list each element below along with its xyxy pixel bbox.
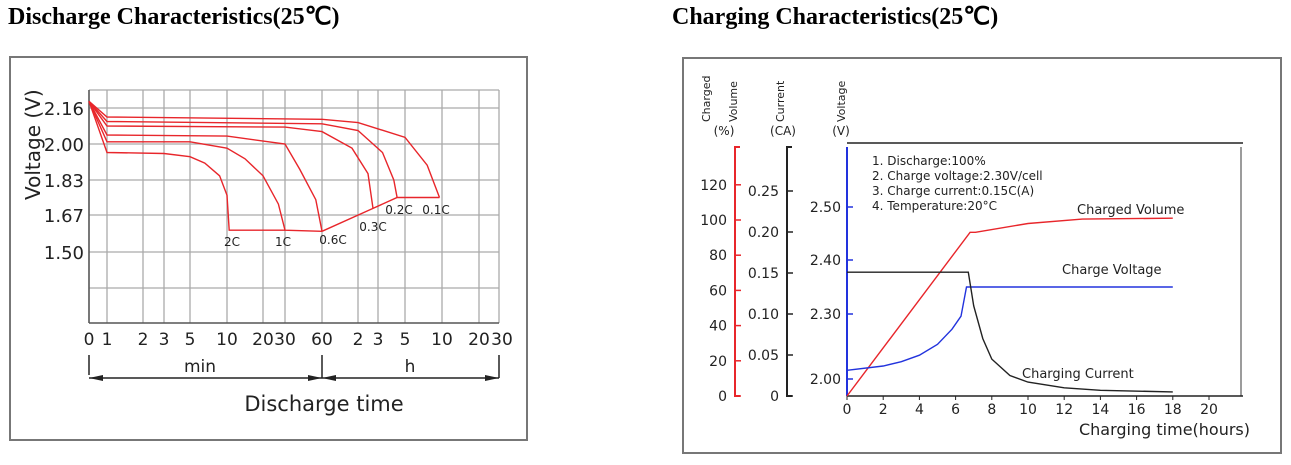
- x-tick-label: 2: [138, 330, 149, 350]
- unit-label-h: h: [405, 357, 416, 377]
- voltage-axis-title: Voltage: [835, 81, 848, 122]
- current-axis: [786, 146, 792, 397]
- volume-axis-unit: (%): [714, 124, 735, 138]
- chart-frame: [9, 56, 528, 441]
- volume-tick-label: 40: [709, 319, 727, 335]
- x-tick-label: 0: [84, 330, 95, 350]
- current-tick-label: 0.10: [748, 307, 779, 323]
- x-tick-label: 30: [491, 330, 513, 350]
- chart-frame: [682, 57, 1282, 454]
- current-tick-label: 0.20: [748, 225, 779, 241]
- x-tick-label: 10: [431, 330, 453, 350]
- x-tick-label: 3: [373, 330, 384, 350]
- y-tick-label: 2.16: [44, 99, 84, 120]
- x-tick-label: 12: [1055, 402, 1073, 418]
- x-tick-label: 30: [274, 330, 296, 350]
- voltage-tick-label: 2.30: [810, 307, 841, 323]
- series-label: Charged Volume: [1077, 203, 1184, 218]
- x-tick-label: 5: [400, 330, 411, 350]
- charging-title: Charging Characteristics(25℃): [672, 4, 999, 30]
- series-label: Charge Voltage: [1062, 263, 1162, 278]
- current-tick-label: 0.15: [748, 266, 779, 282]
- y-tick-label: 2.00: [44, 135, 84, 156]
- note-line: 1. Discharge:100%: [872, 154, 986, 168]
- x-tick-label: 14: [1091, 402, 1109, 418]
- y-tick-label: 1.67: [44, 206, 84, 227]
- unit-label-min: min: [184, 357, 216, 377]
- series-line-0_2C: [88, 100, 398, 198]
- x-tick-label: 2: [879, 402, 888, 418]
- x-tick-label: 1: [102, 330, 113, 350]
- series-label: 2C: [224, 235, 240, 249]
- x-tick-label: 20: [1200, 402, 1218, 418]
- voltage-tick-label: 2.50: [810, 200, 841, 216]
- x-tick-label: 18: [1164, 402, 1182, 418]
- series-line-0_6C: [88, 100, 323, 232]
- voltage-axis-unit: (V): [832, 124, 850, 138]
- x-tick-label: 2: [353, 330, 364, 350]
- series-label: 1C: [275, 235, 291, 249]
- volume-tick-label: 80: [709, 248, 727, 264]
- volume-tick-label: 20: [709, 354, 727, 370]
- series-line-charged-volume: [846, 217, 1173, 397]
- series-label: 0.1C: [422, 203, 449, 217]
- series-label: 0.6C: [319, 233, 346, 247]
- x-tick-label: 10: [1019, 402, 1037, 418]
- series-label: 0.3C: [359, 220, 386, 234]
- discharge-title: Discharge Characteristics(25℃): [8, 4, 340, 30]
- volume-tick-label: 0: [718, 389, 727, 405]
- y-axis-label: Voltage (V): [21, 89, 45, 200]
- x-axis-label: Charging time(hours): [1079, 420, 1250, 439]
- volume-axis-title2: Volume: [727, 81, 740, 122]
- x-tick-label: 20: [252, 330, 274, 350]
- series-line-0_3C: [88, 100, 374, 209]
- volume-tick-label: 60: [709, 283, 727, 299]
- current-tick-label: 0: [770, 389, 779, 405]
- x-tick-label: 6: [951, 402, 960, 418]
- y-tick-label: 1.83: [44, 171, 84, 192]
- current-tick-label: 0.25: [748, 184, 779, 200]
- current-axis-unit: (CA): [770, 124, 796, 138]
- y-tick-label: 1.50: [44, 243, 84, 264]
- x-tick-label: 4: [915, 402, 924, 418]
- series-line-1C: [88, 101, 323, 232]
- series-line-charge-voltage: [846, 286, 1173, 371]
- series-line-2C: [88, 101, 285, 231]
- x-tick-label: 10: [216, 330, 238, 350]
- x-axis-label: Discharge time: [244, 392, 403, 416]
- arrow-head: [322, 375, 336, 381]
- volume-tick-label: 120: [700, 178, 727, 194]
- x-tick-label: 3: [159, 330, 170, 350]
- volume-axis-title: Charged: [700, 76, 713, 122]
- series-label: 0.2C: [385, 203, 412, 217]
- current-axis-title: Current: [774, 80, 787, 122]
- x-tick-label: 0: [843, 402, 852, 418]
- series-line-0_1C: [88, 100, 441, 198]
- series-line-end-voltage: [321, 196, 440, 232]
- voltage-tick-label: 2.40: [810, 253, 841, 269]
- series-label: Charging Current: [1022, 367, 1134, 382]
- x-tick-label: 60: [311, 330, 333, 350]
- x-tick-label: 5: [185, 330, 196, 350]
- arrow-head: [308, 375, 322, 381]
- current-tick-label: 0.05: [748, 348, 779, 364]
- note-line: 2. Charge voltage:2.30V/cell: [872, 169, 1043, 183]
- x-tick-label: 20: [468, 330, 490, 350]
- series-line-charging-current: [847, 271, 1173, 393]
- arrow-head: [89, 375, 103, 381]
- note-line: 4. Temperature:20°C: [872, 199, 997, 213]
- x-tick-label: 8: [987, 402, 996, 418]
- arrow-head: [485, 375, 499, 381]
- note-line: 3. Charge current:0.15C(A): [872, 184, 1034, 198]
- volume-tick-label: 100: [700, 213, 727, 229]
- voltage-tick-label: 2.00: [810, 372, 841, 388]
- x-tick-label: 16: [1128, 402, 1146, 418]
